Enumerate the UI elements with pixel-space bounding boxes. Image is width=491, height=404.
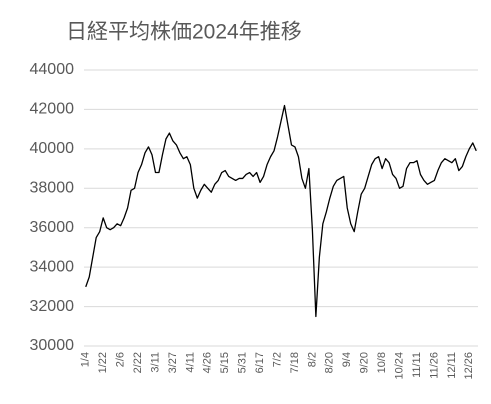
y-tick-label: 36000 (30, 219, 75, 236)
x-tick-label: 1/22 (97, 352, 109, 373)
x-tick-label: 7/18 (289, 352, 301, 373)
x-tick-label: 5/31 (237, 352, 249, 373)
x-tick-label: 2/6 (115, 352, 127, 367)
x-tick-label: 7/2 (271, 352, 283, 367)
x-tick-label: 12/26 (463, 352, 475, 380)
x-tick-label: 10/8 (376, 352, 388, 373)
x-tick-label: 2/22 (132, 352, 144, 373)
y-tick-label: 42000 (30, 101, 75, 118)
x-tick-label: 4/11 (184, 352, 196, 373)
y-tick-label: 44000 (30, 61, 75, 78)
x-tick-label: 10/24 (393, 352, 405, 380)
y-tick-label: 34000 (30, 258, 75, 275)
chart-title: 日経平均株価2024年推移 (66, 21, 302, 44)
x-tick-label: 3/11 (149, 352, 161, 373)
x-tick-label: 11/26 (428, 352, 440, 379)
y-tick-label: 38000 (30, 180, 75, 197)
x-tick-label: 6/17 (254, 352, 266, 373)
x-tick-label: 8/2 (306, 352, 318, 367)
x-tick-label: 3/27 (167, 352, 179, 373)
y-tick-label: 32000 (30, 298, 75, 315)
x-tick-label: 4/26 (202, 352, 214, 373)
x-tick-label: 1/4 (80, 352, 92, 367)
y-tick-label: 30000 (30, 337, 75, 354)
price-line (85, 104, 477, 318)
x-tick-label: 12/11 (446, 352, 458, 379)
x-tick-label: 9/4 (341, 352, 353, 367)
x-tick-label: 9/20 (359, 352, 371, 373)
x-tick-label: 5/15 (219, 352, 231, 373)
y-tick-label: 40000 (30, 140, 75, 157)
x-tick-label: 11/11 (411, 352, 423, 378)
x-tick-label: 8/20 (324, 352, 336, 373)
